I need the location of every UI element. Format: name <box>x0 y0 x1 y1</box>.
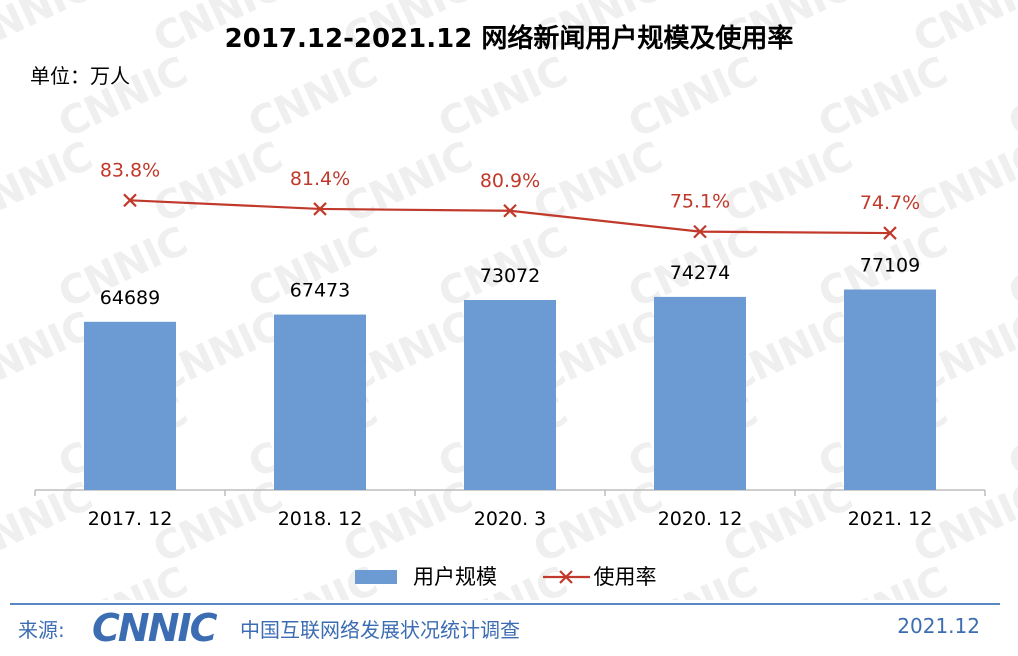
x-tick-label: 2017. 12 <box>88 508 173 530</box>
bar <box>844 289 936 490</box>
x-tick-label: 2018. 12 <box>278 508 363 530</box>
rate-marker <box>313 202 327 216</box>
chart-title: 2017.12-2021.12 网络新闻用户规模及使用率 <box>224 24 794 54</box>
bar-value-label: 73072 <box>480 265 540 287</box>
bar-value-label: 67473 <box>290 280 350 302</box>
legend-line-label: 使用率 <box>594 565 657 589</box>
legend-line-marker <box>559 570 573 584</box>
bar <box>464 300 556 490</box>
rate-marker <box>123 193 137 208</box>
bar <box>84 321 176 490</box>
rate-value-label: 74.7% <box>860 192 920 214</box>
rate-marker <box>693 224 707 239</box>
x-tick-label: 2021. 12 <box>848 508 933 530</box>
footer: 来源: CNNIC 中国互联网络发展状况统计调查 2021.12 <box>0 606 1018 656</box>
rate-value-label: 81.4% <box>290 168 350 190</box>
rate-marker <box>883 226 897 240</box>
unit-label: 单位：万人 <box>30 64 130 88</box>
bar-value-label: 77109 <box>860 255 920 277</box>
rate-value-label: 83.8% <box>100 159 160 181</box>
rate-value-label: 80.9% <box>480 170 540 192</box>
x-tick-label: 2020. 3 <box>474 508 547 530</box>
rate-value-label: 75.1% <box>670 191 730 213</box>
chart-svg: 64689 2017. 12 67473 2018. 12 73072 2020. 3 74… <box>34 159 986 589</box>
footer-divider <box>10 603 1000 605</box>
footer-date: 2021.12 <box>897 614 980 638</box>
legend-bar-label: 用户规模 <box>413 565 497 589</box>
cnnic-logo: CNNIC <box>92 606 218 650</box>
bar-value-label: 74274 <box>670 262 730 284</box>
rate-line <box>129 199 891 235</box>
legend-bar-swatch <box>355 570 397 584</box>
source-label: 来源: <box>18 618 65 642</box>
bar <box>654 296 746 490</box>
survey-name: 中国互联网络发展状况统计调查 <box>240 618 520 642</box>
x-tick-label: 2020. 12 <box>658 508 743 530</box>
bar-value-label: 64689 <box>100 287 160 309</box>
bar <box>274 314 366 490</box>
rate-marker <box>503 203 517 218</box>
